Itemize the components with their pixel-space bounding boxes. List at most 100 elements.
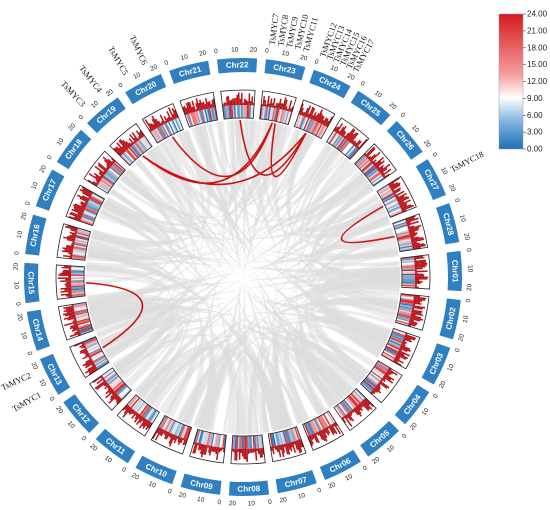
heatmap-bin: [76, 316, 90, 322]
density-bar: [102, 378, 106, 382]
density-bar: [64, 312, 76, 317]
heatmap-bin: [348, 148, 359, 160]
chromosome-block: [125, 73, 167, 105]
heatmap-bin: [386, 203, 400, 211]
heatmap-bin: [345, 145, 356, 157]
density-bar: [129, 133, 137, 143]
density-bar: [414, 264, 427, 267]
heatmap-bin: [131, 145, 141, 157]
density-bar: [406, 221, 411, 225]
scale-tick-label: 10: [13, 282, 20, 290]
heatmap-bin: [131, 398, 142, 409]
heatmap-bin: [156, 127, 165, 140]
background-link: [104, 202, 385, 357]
heatmap-bin: [289, 428, 295, 442]
heatmap-bin: [255, 435, 258, 449]
heatmap-bin: [162, 124, 171, 137]
density-bar: [154, 428, 163, 441]
heatmap-bin: [95, 358, 107, 366]
legend-gradient-bar: [498, 13, 524, 150]
track-frame: [302, 410, 345, 451]
heatmap-bin: [183, 426, 190, 439]
heatmap-bin: [244, 435, 247, 449]
density-bar: [208, 445, 213, 456]
heatmap-bin: [108, 376, 120, 386]
density-bar: [353, 142, 357, 146]
heatmap-bin: [326, 411, 335, 424]
density-bar: [92, 375, 103, 384]
scale-tick-label: 20: [327, 481, 337, 490]
heatmap-bin: [320, 415, 329, 428]
heatmap-bin: [391, 332, 405, 339]
chromosome-label: Chr16: [28, 223, 41, 248]
heatmap-bin: [266, 106, 270, 120]
density-bar: [70, 244, 75, 247]
heatmap-bin: [71, 286, 85, 289]
background-link: [193, 267, 400, 429]
heatmap-bin: [401, 284, 415, 287]
density-bar: [371, 159, 377, 164]
heatmap-bin: [86, 342, 99, 350]
density-bar: [64, 283, 72, 285]
density-bar: [412, 243, 425, 247]
density-bar: [275, 102, 278, 109]
density-bar: [193, 442, 199, 454]
heatmap-bin: [71, 285, 85, 288]
density-bar: [393, 193, 397, 196]
density-bar: [410, 316, 424, 321]
scale-tick-label: 20: [409, 421, 419, 431]
heatmap-bin: [349, 394, 360, 405]
density-bar: [400, 344, 411, 350]
density-bar: [60, 287, 72, 290]
chromosome-label: Chr01: [450, 260, 460, 283]
chromosome-block: [386, 121, 423, 160]
heatmap-bin: [89, 197, 102, 205]
density-bar: [411, 309, 423, 313]
scale-tick-label: 0: [314, 58, 320, 66]
density-bar: [412, 304, 426, 309]
density-bar: [62, 311, 75, 316]
chromosome-block: [360, 420, 399, 457]
heatmap-bin: [340, 141, 350, 153]
density-bar: [84, 201, 88, 205]
heatmap-bin: [88, 346, 101, 354]
heatmap-bin: [73, 306, 87, 311]
heatmap-bin: [280, 109, 286, 123]
heatmap-bin: [207, 432, 212, 446]
density-bar: [119, 138, 129, 150]
background-link: [309, 302, 397, 379]
heatmap-bin: [111, 165, 122, 176]
density-bar: [285, 443, 291, 455]
density-bar: [414, 259, 427, 263]
density-bar: [156, 427, 162, 434]
density-bar: [185, 102, 191, 114]
chromosome-label: Chr23: [272, 62, 297, 75]
heatmap-bin: [398, 241, 412, 246]
heatmap-bin: [174, 118, 181, 132]
heatmap-bin: [232, 105, 235, 119]
background-link: [202, 319, 389, 431]
density-bar: [363, 398, 371, 406]
density-bar: [109, 393, 118, 401]
density-bar: [404, 335, 416, 341]
density-bar: [354, 406, 362, 414]
heatmap-bin: [280, 431, 285, 445]
density-bar: [407, 225, 410, 228]
heatmap-bin: [307, 421, 315, 435]
heatmap-bin: [103, 175, 115, 185]
heatmap-bin: [141, 405, 151, 417]
chromosome-block: [180, 473, 222, 495]
heatmap-bin: [246, 105, 249, 119]
heatmap-bin: [393, 328, 406, 334]
density-bar: [412, 303, 416, 306]
density-bar: [151, 115, 160, 128]
density-bar: [147, 422, 153, 429]
heatmap-bin: [148, 410, 158, 422]
heatmap-bin: [189, 113, 195, 127]
heatmap-bin: [284, 110, 290, 124]
density-bar: [182, 438, 185, 441]
